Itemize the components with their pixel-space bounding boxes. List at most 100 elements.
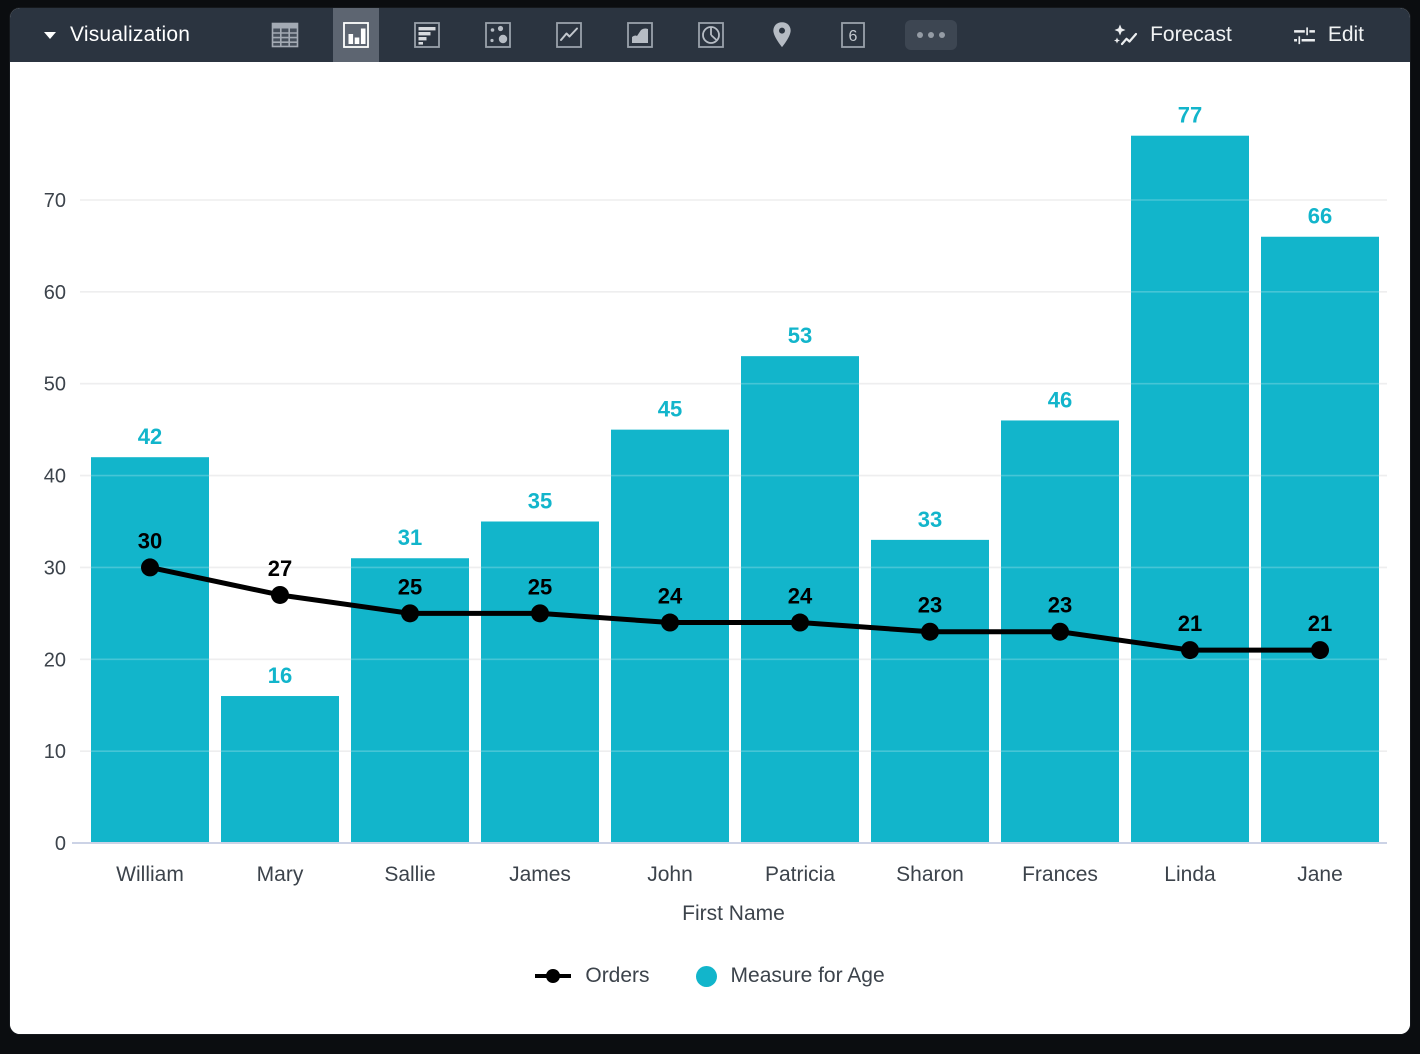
y-tick-label: 10: [44, 741, 66, 763]
viz-type-area-chart-button[interactable]: [617, 8, 663, 62]
bar-measure-for-age[interactable]: [91, 457, 209, 843]
legend-item-orders[interactable]: Orders: [535, 964, 650, 988]
x-category-label: Sharon: [896, 863, 964, 886]
line-value-label: 24: [658, 584, 683, 609]
bar-measure-for-age[interactable]: [351, 558, 469, 843]
bar-value-label: 42: [138, 424, 162, 449]
edit-label: Edit: [1327, 23, 1364, 46]
x-category-label: Linda: [1164, 863, 1216, 886]
legend-label: Orders: [585, 964, 650, 987]
viz-type-map-button[interactable]: [759, 8, 805, 62]
chart-area: 0 10 20 30 40 50 60 70 42 16 31 35 45 53 33 46 77 66 30 27 2…: [10, 62, 1410, 1034]
legend-item-measure-for-age[interactable]: Measure for Age: [695, 964, 885, 988]
bar-value-label: 46: [1048, 387, 1072, 412]
forecast-sparkle-icon: [1114, 24, 1138, 45]
x-category-label: Mary: [257, 863, 304, 886]
line-value-label: 21: [1178, 611, 1202, 636]
more-viz-types-button[interactable]: [905, 20, 958, 50]
combo-chart: 0 10 20 30 40 50 60 70 42 16 31 35 45 53 33 46 77 66 30 27 2…: [44, 103, 1387, 925]
line-value-label: 23: [1048, 593, 1072, 618]
x-category-label: Jane: [1297, 863, 1343, 886]
viz-type-column-chart-button[interactable]: [333, 8, 380, 62]
line-point-orders[interactable]: [921, 622, 939, 641]
line-point-orders[interactable]: [1051, 622, 1069, 641]
column-chart-icon: [343, 22, 370, 48]
y-tick-label: 60: [44, 282, 66, 304]
line-value-label: 30: [138, 528, 162, 553]
line-value-label: 23: [918, 593, 942, 618]
map-pin-icon: [773, 22, 791, 48]
tune-sliders-icon: [1293, 25, 1315, 46]
bar-chart-icon: [414, 22, 441, 48]
y-tick-label: 30: [44, 557, 66, 579]
viz-type-line-chart-button[interactable]: [546, 8, 592, 62]
bar-measure-for-age[interactable]: [481, 521, 599, 844]
line-point-orders[interactable]: [791, 613, 809, 632]
toolbar-actions: Forecast Edit: [1112, 22, 1364, 49]
area-chart-icon: [627, 22, 654, 48]
x-category-label: Frances: [1022, 863, 1098, 886]
viz-type-bar-chart-button[interactable]: [404, 8, 450, 62]
line-value-label: 25: [528, 574, 552, 599]
line-value-label: 27: [268, 556, 292, 581]
viz-type-single-value-button[interactable]: 6: [830, 8, 876, 62]
line-value-label: 21: [1308, 611, 1332, 636]
bar-value-label: 31: [398, 525, 422, 550]
chart-legend: Orders Measure for Age: [535, 964, 885, 988]
x-axis-title: First Name: [682, 902, 785, 925]
scatter-plot-icon: [485, 22, 512, 48]
ellipsis-icon: [917, 32, 924, 38]
chevron-down-icon: [44, 31, 56, 39]
line-point-orders[interactable]: [271, 585, 289, 604]
single-value-icon: 6: [841, 22, 866, 48]
viz-type-scatter-button[interactable]: [475, 8, 521, 62]
panel-title: Visualization: [70, 23, 191, 46]
line-point-orders[interactable]: [1181, 641, 1199, 660]
bar-value-label: 33: [918, 507, 942, 532]
bar-measure-for-age[interactable]: [871, 539, 989, 843]
bar-measure-for-age[interactable]: [611, 429, 729, 843]
viz-type-table-button[interactable]: [262, 8, 308, 62]
line-point-orders[interactable]: [661, 613, 679, 632]
forecast-button[interactable]: Forecast: [1112, 22, 1232, 49]
bar-measure-for-age[interactable]: [1131, 135, 1249, 843]
y-tick-label: 40: [44, 466, 66, 488]
line-value-label: 24: [788, 584, 813, 609]
line-series-marker-icon: [535, 967, 572, 985]
viz-type-pie-chart-button[interactable]: [688, 8, 734, 62]
edit-button[interactable]: Edit: [1292, 23, 1364, 48]
x-category-label: Patricia: [765, 863, 835, 886]
svg-text:6: 6: [849, 28, 858, 45]
line-point-orders[interactable]: [531, 604, 549, 623]
y-tick-label: 20: [44, 649, 66, 671]
bar-measure-for-age[interactable]: [741, 356, 859, 843]
bar-value-label: 45: [658, 397, 682, 422]
collapse-section-button[interactable]: [40, 8, 60, 62]
visualization-panel: Visualization: [10, 8, 1410, 1034]
bar-value-label: 35: [528, 489, 552, 514]
line-point-orders[interactable]: [141, 558, 159, 577]
y-tick-label: 70: [44, 190, 66, 212]
bar-measure-for-age[interactable]: [221, 696, 339, 843]
bar-value-label: 53: [788, 323, 812, 348]
x-category-label: Sallie: [384, 863, 435, 886]
y-tick-label: 0: [55, 833, 66, 855]
legend-label: Measure for Age: [730, 964, 885, 987]
bar-value-label: 16: [268, 663, 292, 688]
line-chart-icon: [556, 22, 583, 48]
bar-value-label: 66: [1308, 204, 1332, 229]
ellipsis-icon: [928, 32, 935, 38]
table-icon: [271, 22, 299, 48]
line-point-orders[interactable]: [401, 604, 419, 623]
bar-series-marker-icon: [695, 965, 717, 987]
forecast-label: Forecast: [1150, 23, 1232, 46]
visualization-toolbar: Visualization: [10, 8, 1410, 62]
x-category-label: James: [509, 863, 571, 886]
x-category-label: John: [647, 863, 693, 886]
y-tick-label: 50: [44, 374, 66, 396]
bar-measure-for-age[interactable]: [1261, 236, 1379, 843]
line-point-orders[interactable]: [1311, 641, 1329, 660]
ellipsis-icon: [939, 32, 946, 38]
x-category-label: William: [116, 863, 184, 886]
viz-type-switcher: 6: [262, 8, 958, 62]
